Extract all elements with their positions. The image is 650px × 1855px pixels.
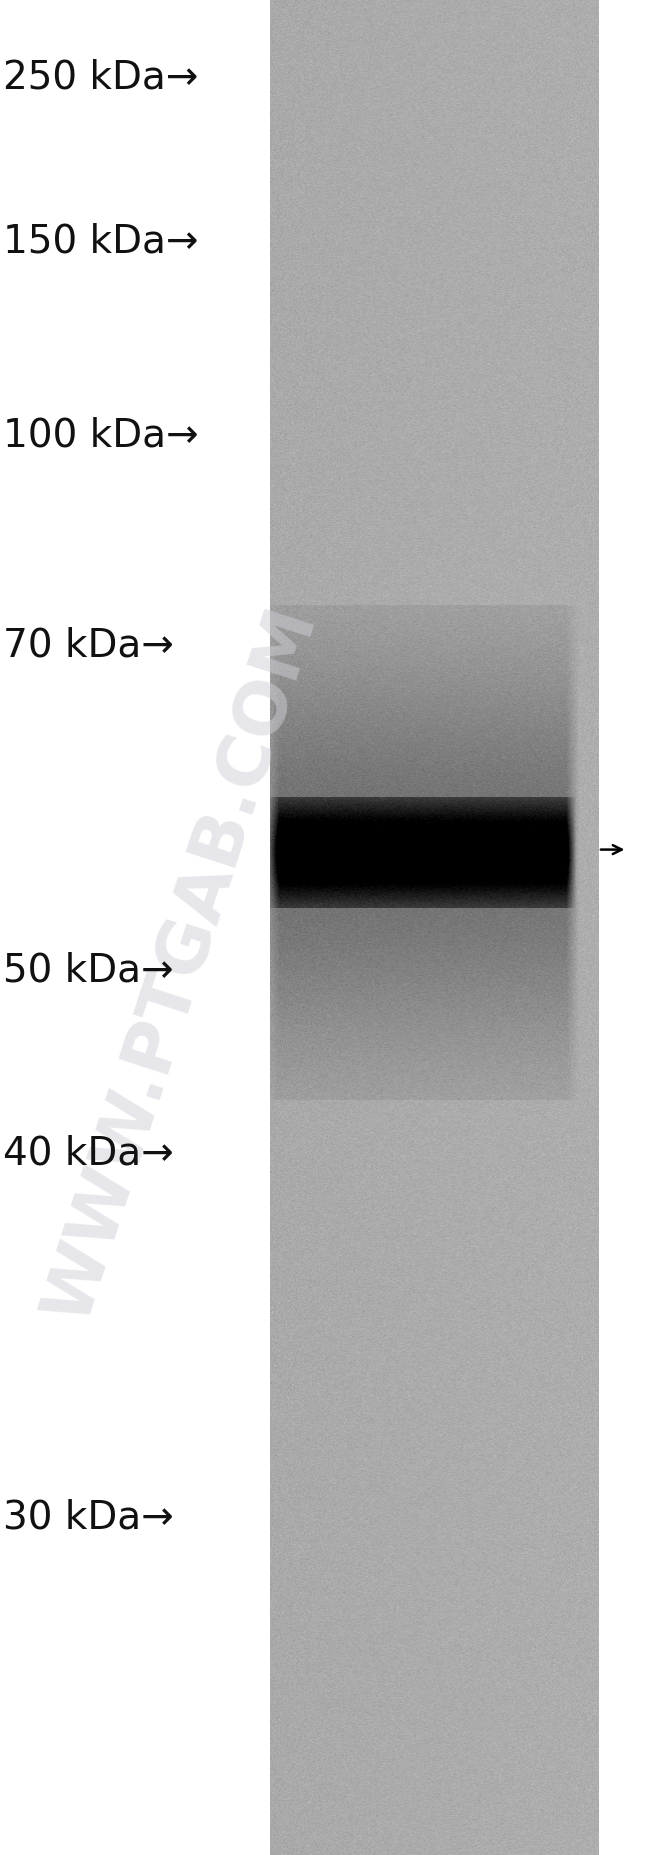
Text: 70 kDa→: 70 kDa→ xyxy=(3,627,174,664)
Text: 250 kDa→: 250 kDa→ xyxy=(3,59,199,96)
Text: WWW.PTGAB.COM: WWW.PTGAB.COM xyxy=(34,599,330,1330)
Text: 50 kDa→: 50 kDa→ xyxy=(3,952,174,989)
Text: 40 kDa→: 40 kDa→ xyxy=(3,1135,174,1172)
Text: 30 kDa→: 30 kDa→ xyxy=(3,1499,174,1536)
Text: 150 kDa→: 150 kDa→ xyxy=(3,223,199,260)
Text: 100 kDa→: 100 kDa→ xyxy=(3,417,199,454)
